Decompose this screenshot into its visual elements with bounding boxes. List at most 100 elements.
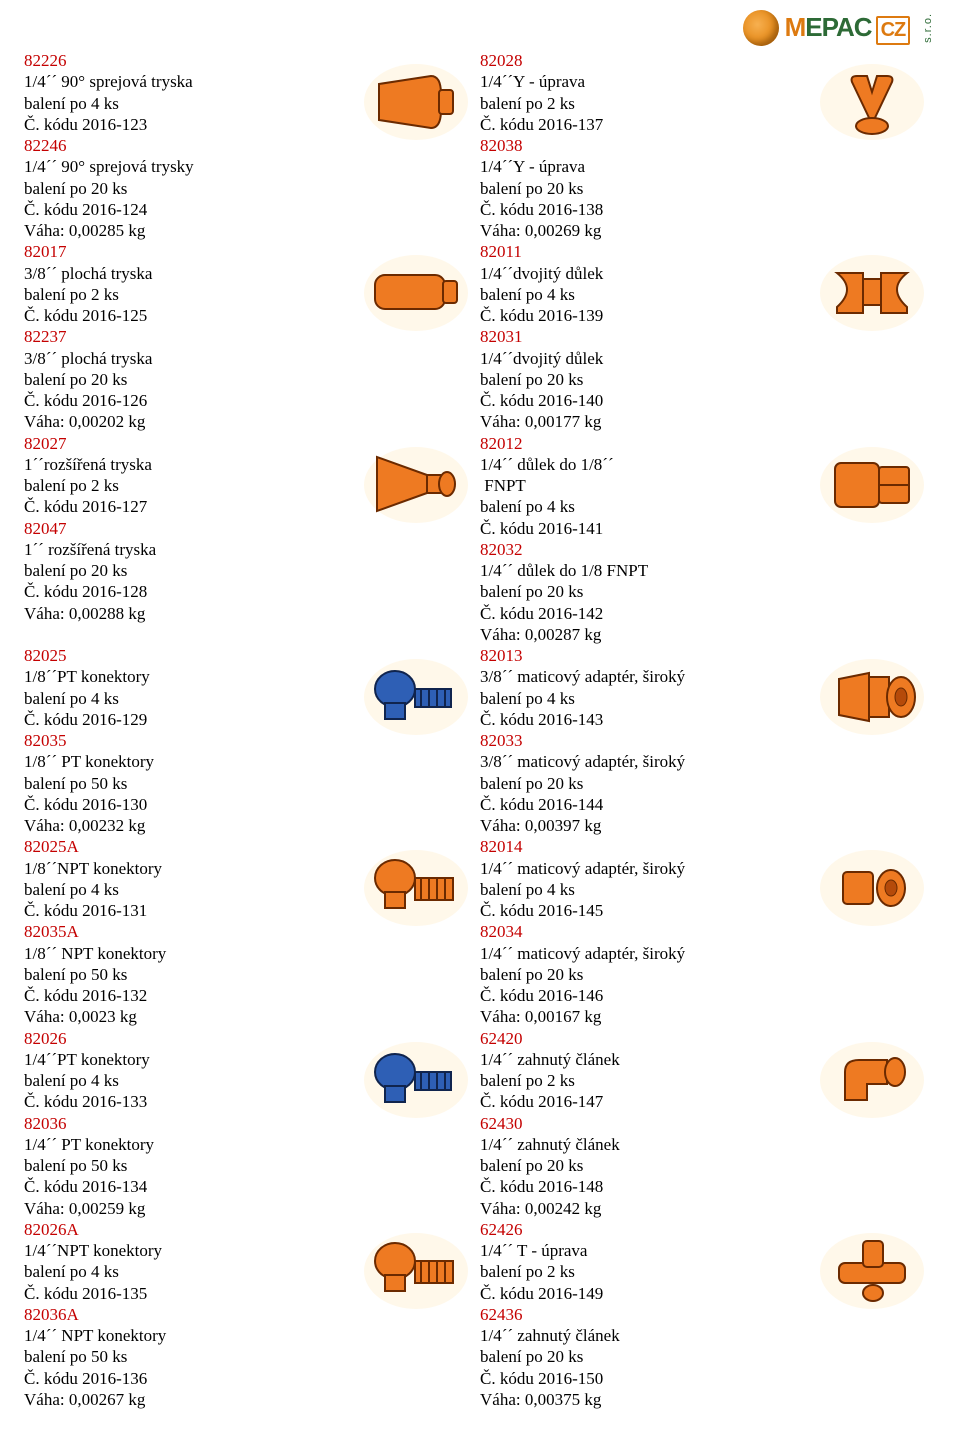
code-line: Č. kódu 2016-148 xyxy=(480,1176,802,1197)
pack-line: balení po 4 ks xyxy=(24,1070,346,1091)
pack-line: balení po 2 ks xyxy=(480,1261,802,1282)
part-illustration xyxy=(352,241,480,339)
sku-primary: 82011 xyxy=(480,241,802,262)
part-illustration xyxy=(808,836,936,934)
code-line: Č. kódu 2016-144 xyxy=(480,794,802,815)
code-line: Č. kódu 2016-136 xyxy=(24,1368,346,1389)
logo-letter-m: M xyxy=(785,11,806,44)
sku-secondary: 82036 xyxy=(24,1113,346,1134)
part-illustration xyxy=(808,433,936,531)
desc-line: 1/4´´NPT konektory xyxy=(24,1240,346,1261)
catalog-text-left: 820261/4´´PT konektorybalení po 4 ks Č. k… xyxy=(24,1028,352,1219)
pack-line: balení po 20 ks xyxy=(24,560,346,581)
desc-line: 1/4´´ zahnutý článek xyxy=(480,1134,802,1155)
desc-line: 1/4´´ maticový adaptér, široký xyxy=(480,858,802,879)
catalog-text-left: 820271´´rozšířená tryskabalení po 2 ksČ.… xyxy=(24,433,352,624)
sku-secondary: 62430 xyxy=(480,1113,802,1134)
pack-line: balení po 20 ks xyxy=(480,773,802,794)
catalog-row: 820271´´rozšířená tryskabalení po 2 ksČ.… xyxy=(24,433,936,646)
pack-line: balení po 50 ks xyxy=(24,964,346,985)
desc-line: 1/4´´Y - úprava xyxy=(480,71,802,92)
desc-line: 1/8´´ NPT konektory xyxy=(24,943,346,964)
catalog-text-right: 820121/4´´ důlek do 1/8´´ FNPTbalení po … xyxy=(480,433,808,646)
desc-line: 1/4´´ zahnutý článek xyxy=(480,1325,802,1346)
desc-line: 1/4´´ 90° sprejová tryska xyxy=(24,71,346,92)
weight-line: Váha: 0,0023 kg xyxy=(24,1006,346,1027)
part-illustration xyxy=(352,836,480,934)
pack-line: balení po 20 ks xyxy=(480,581,802,602)
part-illustration xyxy=(352,433,480,531)
code-line: Č. kódu 2016-146 xyxy=(480,985,802,1006)
sku-secondary: 82035 xyxy=(24,730,346,751)
weight-line: Váha: 0,00242 kg xyxy=(480,1198,802,1219)
sku-primary: 82012 xyxy=(480,433,802,454)
desc-line: 1/4´´ NPT konektory xyxy=(24,1325,346,1346)
catalog-text-right: 820111/4´´dvojitý důlekbalení po 4 ks Č. … xyxy=(480,241,808,432)
code-line: Č. kódu 2016-145 xyxy=(480,900,802,921)
sku-primary: 82017 xyxy=(24,241,346,262)
part-illustration xyxy=(808,645,936,743)
catalog-row: 820261/4´´PT konektorybalení po 4 ks Č. k… xyxy=(24,1028,936,1219)
catalog-text-left: 820251/8´´PT konektorybalení po 4 ksČ. k… xyxy=(24,645,352,836)
catalog-text-left: 82025A1/8´´NPT konektorybalení po 4 ksČ.… xyxy=(24,836,352,1027)
pack-line: balení po 2 ks xyxy=(24,475,346,496)
desc-line: 1/8´´PT konektory xyxy=(24,666,346,687)
pack-line: balení po 4 ks xyxy=(24,1261,346,1282)
catalog-text-left: 822261/4´´ 90° sprejová tryskabalení po … xyxy=(24,50,352,241)
sku-primary: 62426 xyxy=(480,1219,802,1240)
catalog-row: 820173/8´´ plochá tryskabalení po 2 ks Č.… xyxy=(24,241,936,432)
weight-line: Váha: 0,00269 kg xyxy=(480,220,802,241)
catalog-text-left: 82026A1/4´´NPT konektorybalení po 4 ksČ.… xyxy=(24,1219,352,1410)
code-line: Č. kódu 2016-138 xyxy=(480,199,802,220)
pack-line: balení po 2 ks xyxy=(480,1070,802,1091)
sku-primary: 82026 xyxy=(24,1028,346,1049)
sku-secondary: 82035A xyxy=(24,921,346,942)
weight-line: Váha: 0,00285 kg xyxy=(24,220,346,241)
desc-line: 3/8´´ maticový adaptér, široký xyxy=(480,666,802,687)
pack-line: balení po 2 ks xyxy=(24,284,346,305)
desc-line: 1´´rozšířená tryska xyxy=(24,454,346,475)
code-line: Č. kódu 2016-135 xyxy=(24,1283,346,1304)
desc-line: 1/4´´PT konektory xyxy=(24,1049,346,1070)
code-line: Č. kódu 2016-126 xyxy=(24,390,346,411)
pack-line: balení po 4 ks xyxy=(24,879,346,900)
pack-line: balení po 4 ks xyxy=(480,496,802,517)
part-illustration xyxy=(808,241,936,339)
desc-line: 1´´ rozšířená tryska xyxy=(24,539,346,560)
code-line: Č. kódu 2016-140 xyxy=(480,390,802,411)
sku-secondary: 82033 xyxy=(480,730,802,751)
pack-line: balení po 20 ks xyxy=(480,1155,802,1176)
sku-secondary: 82036A xyxy=(24,1304,346,1325)
desc-line: 1/4´´ T - úprava xyxy=(480,1240,802,1261)
logo-sro: s.r.o. xyxy=(922,13,936,43)
part-illustration xyxy=(808,1028,936,1126)
pack-line: balení po 50 ks xyxy=(24,1155,346,1176)
code-line: Č. kódu 2016-141 xyxy=(480,518,802,539)
pack-line: balení po 50 ks xyxy=(24,1346,346,1367)
desc-line: 1/4´´ PT konektory xyxy=(24,1134,346,1155)
code-line: Č. kódu 2016-149 xyxy=(480,1283,802,1304)
code-line: Č. kódu 2016-123 xyxy=(24,114,346,135)
weight-line: Váha: 0,00288 kg xyxy=(24,603,346,624)
catalog-text-left: 820173/8´´ plochá tryskabalení po 2 ks Č.… xyxy=(24,241,352,432)
pack-line: balení po 4 ks xyxy=(480,284,802,305)
part-illustration xyxy=(352,50,480,148)
logo-ball-icon xyxy=(743,10,779,46)
sku-secondary: 82047 xyxy=(24,518,346,539)
pack-line: balení po 20 ks xyxy=(24,369,346,390)
code-line: Č. kódu 2016-134 xyxy=(24,1176,346,1197)
pack-line: balení po 20 ks xyxy=(480,178,802,199)
desc-line: 1/4´´dvojitý důlek xyxy=(480,263,802,284)
desc-line: 1/4´´ 90° sprejová trysky xyxy=(24,156,346,177)
code-line: Č. kódu 2016-127 xyxy=(24,496,346,517)
weight-line: Váha: 0,00167 kg xyxy=(480,1006,802,1027)
catalog-row: 82026A1/4´´NPT konektorybalení po 4 ksČ.… xyxy=(24,1219,936,1410)
desc-line: 1/8´´NPT konektory xyxy=(24,858,346,879)
part-illustration xyxy=(352,1219,480,1317)
desc-line: 3/8´´ plochá tryska xyxy=(24,263,346,284)
sku-primary: 82013 xyxy=(480,645,802,666)
sku-secondary: 82031 xyxy=(480,326,802,347)
logo: M EPAC CZ s.r.o. xyxy=(743,10,936,46)
desc-line: 1/4´´ maticový adaptér, široký xyxy=(480,943,802,964)
sku-secondary: 82032 xyxy=(480,539,802,560)
